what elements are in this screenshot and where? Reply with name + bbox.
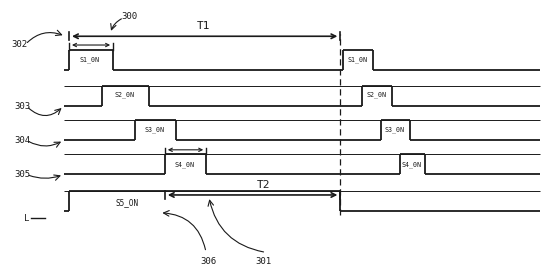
Text: S4_0N: S4_0N	[402, 161, 422, 168]
Text: T2: T2	[257, 180, 270, 190]
Text: S3_0N: S3_0N	[385, 126, 405, 133]
Text: S3_0N: S3_0N	[144, 126, 165, 133]
Text: S1_0N: S1_0N	[347, 56, 367, 63]
Text: 304: 304	[14, 136, 31, 145]
Text: 301: 301	[255, 257, 272, 266]
Text: S2_0N: S2_0N	[366, 92, 386, 98]
Text: S2_0N: S2_0N	[114, 92, 135, 98]
Text: T1: T1	[197, 21, 210, 31]
Text: S4_0N: S4_0N	[174, 161, 194, 168]
Text: L: L	[24, 214, 30, 223]
Text: S5_ON: S5_ON	[115, 198, 138, 207]
Text: 306: 306	[201, 257, 217, 266]
Text: 305: 305	[14, 170, 31, 179]
Text: 303: 303	[14, 101, 31, 111]
Text: S1_0N: S1_0N	[80, 56, 100, 63]
Text: 300: 300	[121, 12, 137, 21]
Text: 302: 302	[12, 40, 28, 49]
